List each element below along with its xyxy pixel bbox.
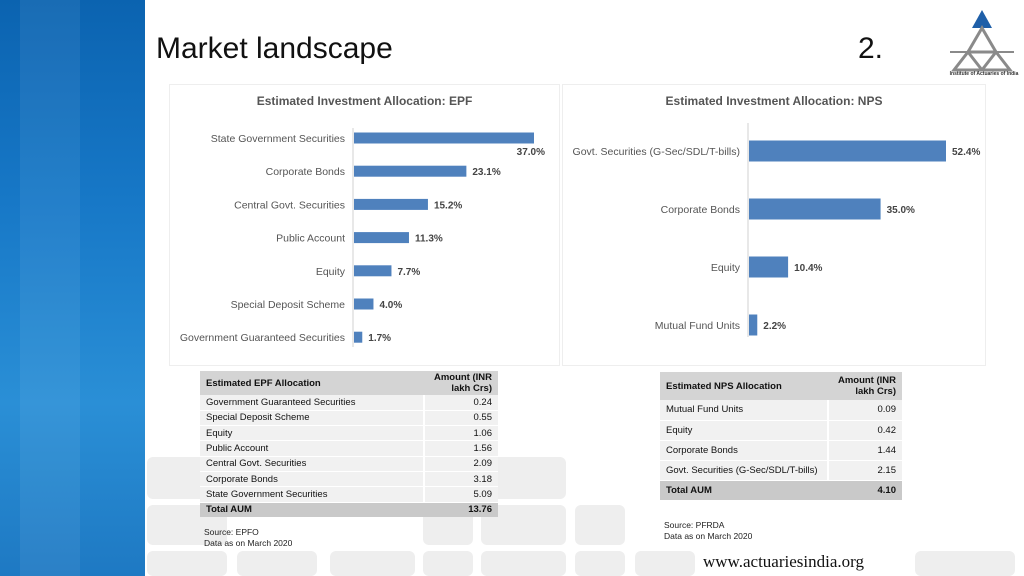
table-row: Special Deposit Scheme 0.55 <box>200 410 498 427</box>
epf-total-label: Total AUM <box>200 502 424 518</box>
row-label: Central Govt. Securities <box>200 456 425 472</box>
table-row: Corporate Bonds 3.18 <box>200 471 498 488</box>
bar <box>354 331 363 343</box>
data-label: 23.1% <box>472 167 500 178</box>
epf-chart-panel: Estimated Investment Allocation: EPF Sta… <box>169 84 560 366</box>
row-amount: 2.09 <box>424 456 498 472</box>
row-label: Government Guaranteed Securities <box>200 395 425 411</box>
category-label: Government Guaranteed Securities <box>180 332 345 344</box>
category-label: State Government Securities <box>211 133 345 145</box>
category-label: Govt. Securities (G-Sec/SDL/T-bills) <box>573 146 740 158</box>
nps-header-label: Estimated NPS Allocation <box>660 372 828 400</box>
left-blue-strip <box>0 0 145 576</box>
nps-allocation-table: Estimated NPS Allocation Amount (INR lak… <box>660 372 902 500</box>
data-label: 11.3% <box>415 234 443 245</box>
row-label: State Government Securities <box>200 486 425 503</box>
epf-header-amount: Amount (INR lakh Crs) <box>424 371 498 395</box>
row-amount: 1.56 <box>424 440 498 457</box>
nps-chart-panel: Estimated Investment Allocation: NPS Gov… <box>562 84 986 366</box>
row-label: Govt. Securities (G-Sec/SDL/T-bills) <box>660 460 829 481</box>
nps-total-label: Total AUM <box>660 480 828 500</box>
category-label: Equity <box>711 262 741 274</box>
category-label: Mutual Fund Units <box>655 320 740 332</box>
table-row: Govt. Securities (G-Sec/SDL/T-bills) 2.15 <box>660 460 902 481</box>
website-url: www.actuariesindia.org <box>703 552 864 571</box>
table-row: Central Govt. Securities 2.09 <box>200 456 498 472</box>
data-label: 35.0% <box>887 205 915 216</box>
table-row: Mutual Fund Units 0.09 <box>660 400 902 421</box>
category-label: Special Deposit Scheme <box>231 299 346 311</box>
row-amount: 2.15 <box>828 460 902 481</box>
nps-total-amount: 4.10 <box>828 480 902 500</box>
bar <box>749 140 946 162</box>
data-label: 7.7% <box>397 267 420 278</box>
bar <box>354 198 428 210</box>
category-label: Corporate Bonds <box>266 166 345 178</box>
table-row: State Government Securities 5.09 <box>200 486 498 503</box>
table-row: Government Guaranteed Securities 0.24 <box>200 395 498 411</box>
category-label: Central Govt. Securities <box>234 199 345 211</box>
bar <box>354 232 409 244</box>
epf-date-note: Data as on March 2020 <box>204 538 293 548</box>
epf-total-amount: 13.76 <box>424 502 498 518</box>
epf-allocation-table: Estimated EPF Allocation Amount (INR lak… <box>200 371 498 518</box>
nps-date-note: Data as on March 2020 <box>664 531 753 541</box>
slide-number: 2. <box>858 32 884 65</box>
row-amount: 0.55 <box>424 410 498 427</box>
row-label: Public Account <box>200 440 425 457</box>
epf-bar-chart: State Government Securities 37.0% Corporat… <box>180 128 545 347</box>
row-label: Corporate Bonds <box>660 440 829 461</box>
data-label: 37.0% <box>517 147 545 158</box>
row-label: Equity <box>200 425 425 442</box>
table-row: Corporate Bonds 1.44 <box>660 440 902 461</box>
epf-chart-title: Estimated Investment Allocation: EPF <box>256 94 473 108</box>
bar <box>749 314 758 336</box>
slide-title: Market landscape <box>156 32 393 65</box>
category-label: Corporate Bonds <box>661 204 740 216</box>
epf-source: Source: EPFO <box>204 527 259 537</box>
row-amount: 1.44 <box>828 440 902 461</box>
bar <box>354 265 392 277</box>
row-amount: 0.09 <box>828 400 902 421</box>
bar <box>354 165 467 177</box>
institute-logo-icon <box>950 10 1014 72</box>
table-row: Equity 0.42 <box>660 420 902 441</box>
nps-bar-chart: Govt. Securities (G-Sec/SDL/T-bills) 52.4… <box>573 123 980 337</box>
epf-source-note: Source: EPFO Data as on March 2020 <box>204 527 292 549</box>
data-label: 1.7% <box>368 333 391 344</box>
row-amount: 0.42 <box>828 420 902 441</box>
row-amount: 1.06 <box>424 425 498 442</box>
nps-chart-title: Estimated Investment Allocation: NPS <box>665 94 883 108</box>
table-row: Public Account 1.56 <box>200 440 498 457</box>
logo-text: Institute of Actuaries of India <box>949 71 1019 77</box>
row-label: Special Deposit Scheme <box>200 410 425 427</box>
data-label: 2.2% <box>763 321 786 332</box>
row-label: Equity <box>660 420 829 441</box>
data-label: 4.0% <box>379 300 402 311</box>
row-label: Mutual Fund Units <box>660 400 829 421</box>
row-amount: 3.18 <box>424 471 498 488</box>
row-label: Corporate Bonds <box>200 471 425 488</box>
epf-header-label: Estimated EPF Allocation <box>200 371 424 395</box>
nps-source: Source: PFRDA <box>664 520 725 530</box>
data-label: 52.4% <box>952 147 980 158</box>
row-amount: 0.24 <box>424 395 498 411</box>
nps-header-amount: Amount (INR lakh Crs) <box>828 372 902 400</box>
bar <box>354 298 374 310</box>
data-label: 10.4% <box>794 263 822 274</box>
bar <box>749 198 881 220</box>
nps-source-note: Source: PFRDA Data as on March 2020 <box>664 520 752 542</box>
row-amount: 5.09 <box>424 486 498 503</box>
data-label: 15.2% <box>434 200 462 211</box>
bar <box>749 256 789 278</box>
category-label: Public Account <box>276 233 345 245</box>
table-row: Equity 1.06 <box>200 425 498 442</box>
bar <box>354 132 534 144</box>
category-label: Equity <box>316 266 346 278</box>
